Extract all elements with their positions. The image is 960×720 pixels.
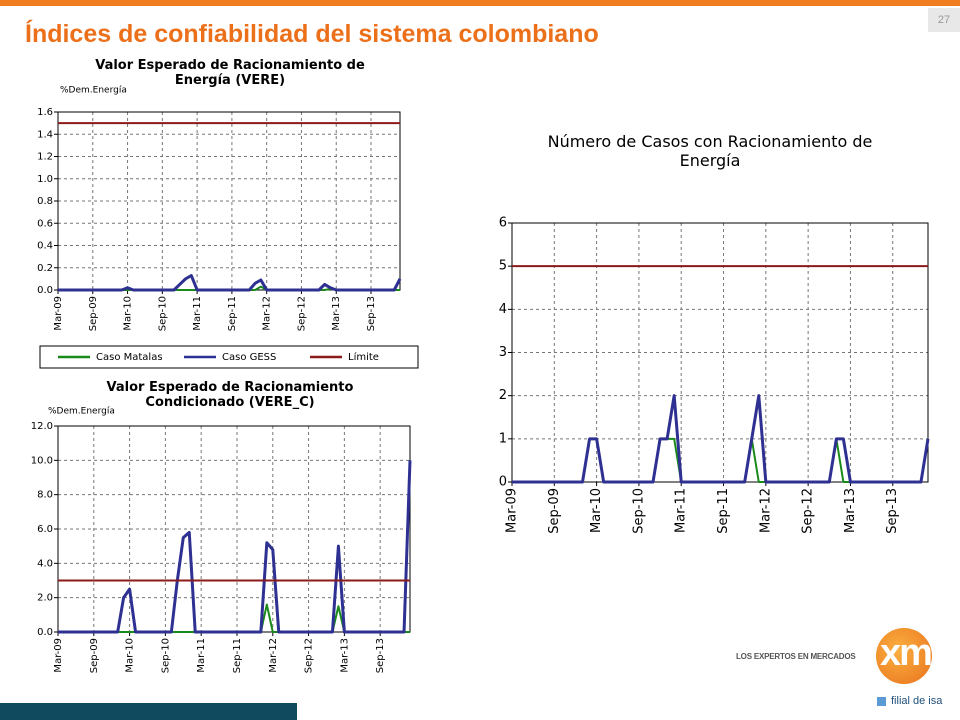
x-tick-label: Mar-12 [268,638,279,673]
x-tick-label: Sep-10 [157,296,168,331]
x-tick-label: Sep-09 [88,296,99,331]
bottom-bar [0,703,297,720]
logo-tagline: LOS EXPERTOS EN MERCADOS [736,652,856,661]
x-tick-label: Mar-13 [331,296,342,331]
chart-title: Valor Esperado de Racionamiento de Energ… [95,58,365,88]
logo-sub: filial de isa [891,695,943,707]
y-tick-label: 1 [499,431,507,446]
x-tick-label: Sep-10 [631,488,646,534]
y-tick-label: 1.2 [37,152,53,163]
x-tick-label: Sep-11 [232,638,243,673]
x-tick-label: Sep-10 [160,638,171,673]
x-tick-label: Mar-09 [53,638,64,673]
y-tick-label: 6 [499,216,507,231]
x-tick-label: Sep-13 [375,638,386,673]
x-tick-label: Mar-10 [125,638,136,673]
logo: xm [880,632,933,674]
x-tick-label: Sep-11 [716,488,731,534]
page-number: 27 [928,8,960,32]
y-tick-label: 0.0 [37,285,53,296]
y-tick-label: 8.0 [37,490,53,501]
y-tick-label: 12.0 [31,421,53,432]
series-line [58,603,410,633]
x-tick-label: Sep-13 [366,296,377,331]
x-tick-label: Mar-11 [196,638,207,673]
x-tick-label: Mar-11 [192,296,203,331]
y-tick-label: 5 [499,259,507,274]
x-tick-label: Mar-13 [339,638,350,673]
legend-box [39,345,419,369]
x-tick-label: Mar-12 [262,296,273,331]
y-tick-label: 3 [499,345,507,360]
legend-label: Límite [348,351,379,363]
y-tick-label: 0.8 [37,196,53,207]
y-tick-label: 0.6 [37,218,53,229]
x-tick-label: Sep-09 [547,488,562,534]
y-tick-label: 2 [499,388,507,403]
y-tick-label: 1.0 [37,174,53,185]
logo-square [877,697,886,706]
x-tick-label: Sep-09 [89,638,100,673]
chart-title: Número de Casos con Racionamiento de Ene… [547,132,873,170]
x-tick-label: Sep-12 [801,488,816,534]
x-tick-label: Sep-12 [296,296,307,331]
slide-title: Índices de confiabilidad del sistema col… [25,20,599,48]
x-tick-label: Mar-11 [674,488,689,533]
series-line [512,394,930,484]
x-tick-label: Mar-10 [123,296,134,331]
y-tick-label: 6.0 [37,524,53,535]
y-tick-label: 10.0 [31,455,53,466]
y-tick-label: 4.0 [37,558,53,569]
series-line [512,437,929,483]
x-tick-label: Sep-13 [885,488,900,534]
y-tick-label: 0.0 [37,627,53,638]
x-tick-label: Mar-09 [53,296,64,331]
y-tick-label: 0 [499,475,507,490]
x-tick-label: Sep-12 [304,638,315,673]
legend-label: Caso GESS [222,352,276,363]
y-axis-label: %Dem.Energía [60,86,127,96]
x-tick-label: Mar-13 [843,488,858,533]
y-tick-label: 2.0 [37,593,53,604]
y-tick-label: 1.4 [37,129,53,140]
logo-circle [876,628,932,684]
chart-title: Valor Esperado de Racionamiento Condicio… [106,380,354,410]
series-line [58,460,412,634]
y-tick-label: 1.6 [37,107,53,118]
y-tick-label: 0.2 [37,263,53,274]
x-tick-label: Sep-11 [227,296,238,331]
x-tick-label: Mar-12 [758,488,773,533]
legend-label: Caso Matalas [96,352,163,363]
top-bar [0,0,960,6]
y-axis-label: %Dem.Energía [48,407,115,417]
x-tick-label: Mar-09 [505,488,520,533]
x-tick-label: Mar-10 [589,488,604,533]
y-tick-label: 4 [499,302,507,317]
series-line [58,274,402,292]
y-tick-label: 0.4 [37,241,53,252]
